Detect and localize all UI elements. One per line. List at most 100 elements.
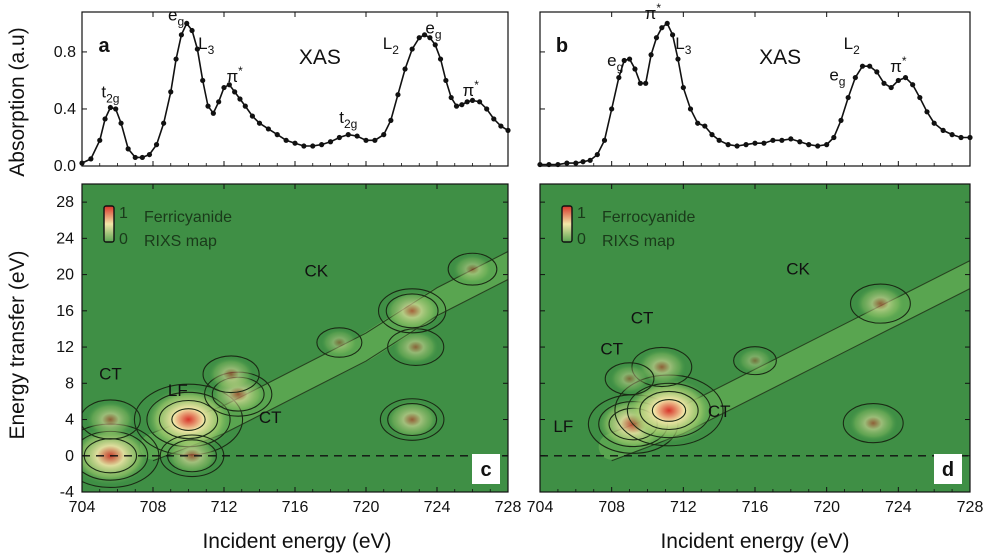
xas-data-point	[616, 74, 622, 81]
annotation-subscript: g	[617, 60, 624, 74]
colorbar	[103, 205, 115, 243]
xas-data-point	[113, 106, 119, 112]
panel-title: XAS	[759, 46, 801, 69]
xas-data-point	[226, 82, 232, 88]
annotation-base: π	[890, 57, 902, 76]
xas-data-point	[725, 142, 731, 148]
xas-data-point	[184, 20, 190, 27]
rixs-contour	[82, 399, 141, 440]
x-tick-label: 728	[957, 499, 984, 516]
xas-data-point	[815, 143, 821, 149]
panel-d-rixs-map: 704 708 712 716 720 724 728 1 0 Ferrocyanide RIXS …	[527, 183, 984, 516]
xas-data-point	[874, 69, 880, 75]
annotation-subscript: g	[435, 27, 442, 41]
xas-data-point	[917, 94, 923, 101]
y-tick-label: 0	[65, 448, 74, 465]
annotation-base: L	[675, 34, 684, 53]
xas-data-point	[648, 52, 654, 58]
xas-data-point	[432, 42, 438, 48]
xas-data-point	[102, 116, 108, 122]
rixs-contour	[385, 293, 439, 329]
xas-data-point	[632, 66, 638, 72]
xas-data-point	[806, 142, 812, 148]
xas-data-point	[626, 56, 633, 62]
feature-label: CT	[600, 339, 623, 358]
xas-data-point	[283, 137, 289, 143]
feature-label: LF	[553, 417, 573, 436]
rixs-contour	[639, 390, 699, 431]
peak-annotation: eg	[425, 18, 441, 41]
xas-data-point	[895, 77, 901, 84]
xas-data-point	[779, 137, 785, 143]
xas-data-point	[867, 63, 873, 69]
xas-data-point	[752, 140, 758, 146]
rixs-feature	[208, 357, 254, 391]
rixs-feature	[637, 349, 686, 385]
xas-data-point	[484, 106, 490, 112]
annotation-base: L	[198, 34, 207, 53]
xas-data-point	[743, 142, 749, 148]
legend-title-line1: Ferricyanide	[144, 209, 232, 226]
xas-data-point	[327, 139, 334, 145]
annotation-base: e	[607, 51, 616, 70]
xas-data-point	[659, 25, 665, 31]
colorbar	[561, 205, 573, 243]
annotation-subscript: 2	[392, 43, 399, 57]
rixs-feature	[386, 400, 438, 439]
rixs-contour	[377, 288, 447, 334]
panel-letter: d	[942, 459, 954, 481]
feature-label: CT	[259, 408, 282, 427]
y-tick-label: 4	[65, 412, 74, 429]
xas-data-point	[173, 56, 179, 62]
rixs-contour	[171, 408, 206, 431]
rixs-feature	[856, 285, 905, 322]
annotation-subscript: 2g	[344, 117, 357, 131]
xas-data-point	[232, 89, 238, 95]
annotation-subscript: 3	[685, 43, 692, 57]
xas-data-point	[564, 160, 570, 166]
xas-data-point	[448, 94, 454, 101]
x-tick-label: 724	[424, 499, 451, 516]
feature-label: CK	[304, 261, 328, 280]
xas-data-point	[469, 97, 476, 104]
xas-data-point	[637, 80, 643, 86]
colorbar-min-label: 0	[577, 231, 586, 248]
xas-data-point	[310, 143, 316, 149]
xas-data-point	[237, 96, 243, 102]
rixs-contour	[733, 346, 777, 376]
y-tick-label: 0.4	[54, 101, 76, 118]
plot-frame	[539, 11, 971, 167]
y-tick-label: 16	[56, 303, 74, 320]
rixs-contour	[651, 399, 687, 422]
xas-data-point	[210, 110, 216, 116]
xas-data-point	[770, 137, 776, 143]
y-tick-label: -4	[60, 484, 74, 501]
xas-data-point	[146, 151, 153, 158]
y-tick-label: 0.0	[54, 158, 76, 175]
xas-data-point	[372, 137, 378, 143]
annotation-superscript: *	[902, 54, 907, 68]
xas-data-point	[249, 113, 255, 119]
x-tick-label: 716	[282, 499, 309, 516]
xas-data-point	[388, 117, 394, 123]
colorbar-min-label: 0	[119, 231, 128, 248]
xas-data-point	[609, 106, 615, 112]
x-tick-label: 704	[527, 499, 554, 516]
rixs-contour	[604, 362, 655, 396]
peak-annotation: t2g	[339, 108, 357, 131]
peak-annotation: L2	[844, 34, 860, 57]
xas-data-point	[301, 143, 307, 149]
feature-label: CK	[786, 260, 810, 279]
xas-data-point	[274, 132, 280, 138]
colorbar-max-label: 1	[577, 205, 586, 222]
annotation-base: π	[645, 4, 657, 23]
xas-data-point	[125, 146, 131, 152]
xas-data-point	[910, 82, 916, 88]
legend-title-line1: Ferrocyanide	[602, 209, 695, 226]
annotation-base: e	[168, 6, 177, 25]
xas-data-point	[838, 117, 844, 123]
annotation-base: e	[425, 18, 434, 37]
rixs-contour	[387, 402, 438, 437]
annotation-subscript: 2g	[106, 92, 119, 106]
